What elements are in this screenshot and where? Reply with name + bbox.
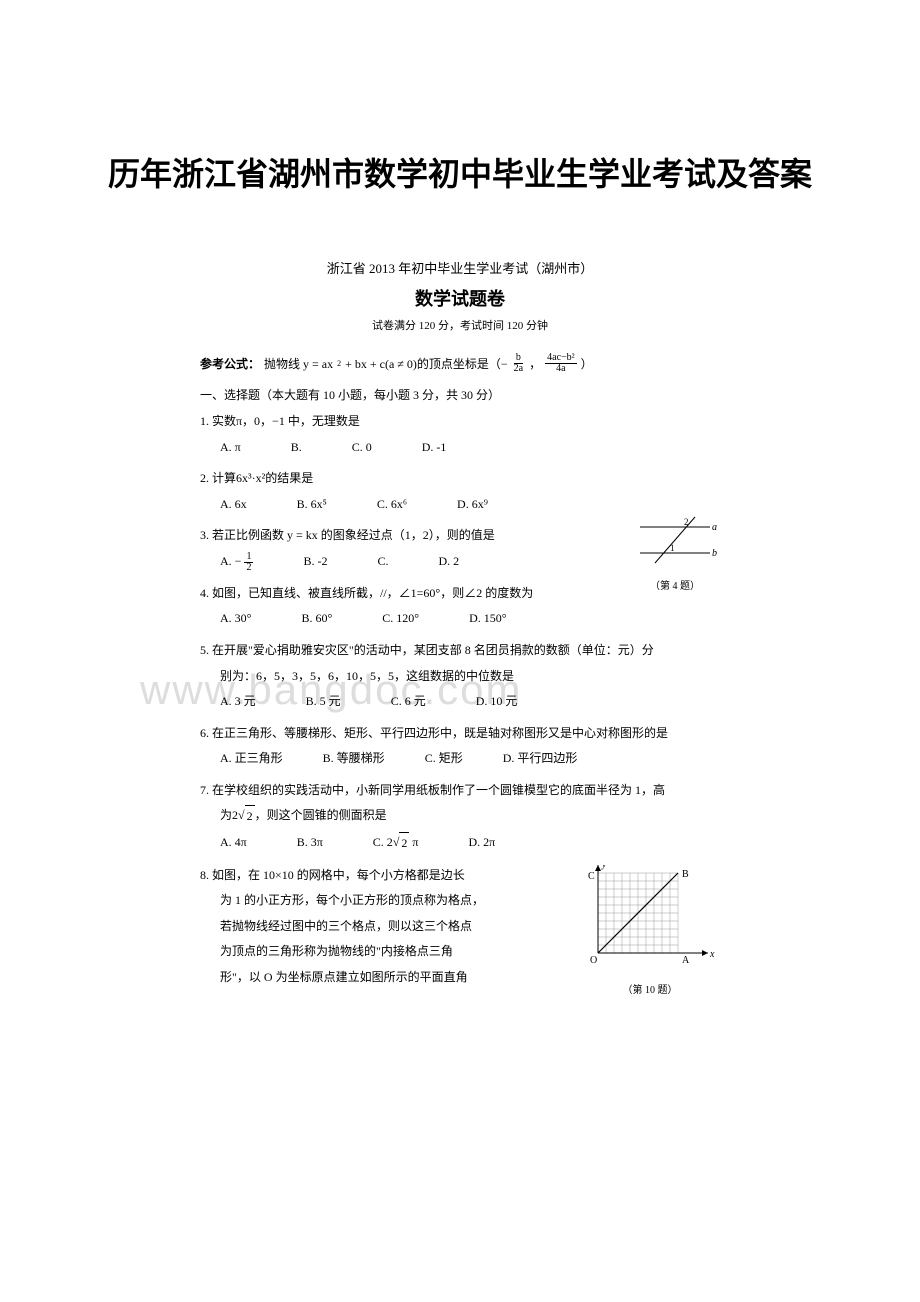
question-line: 为顶点的三角形称为抛物线的"内接格点三角 <box>200 941 570 963</box>
question-text: 1. 实数π，0，−1 中，无理数是 <box>200 411 720 433</box>
formula-text: ） <box>581 355 593 372</box>
svg-text:C: C <box>588 871 595 882</box>
parallel-lines-icon: 2 a 1 b <box>630 515 720 570</box>
sqrt-icon: √2 <box>393 832 410 855</box>
formula-text: + bx + c(a ≠ 0)的顶点坐标是（− <box>345 355 508 372</box>
svg-text:B: B <box>682 869 689 880</box>
sqrt-icon: √2 <box>238 805 255 828</box>
option-b: B. -2 <box>303 551 327 573</box>
option-d: D. 2 <box>438 551 459 573</box>
question-text: 别为：6，5，3，5，6，10，5，5，这组数据的中位数是 <box>200 666 720 688</box>
question-8: 8. 如图，在 10×10 的网格中，每个小方格都是边长 为 1 的小正方形，每… <box>200 865 720 1001</box>
page-title: 历年浙江省湖州市数学初中毕业生学业考试及答案 <box>0 0 920 218</box>
doc-header-subject: 数学试题卷 <box>200 285 720 311</box>
text-part: 为2 <box>220 808 238 822</box>
option-d: D. 2π <box>468 832 495 855</box>
doc-header-province: 浙江省 2013 年初中毕业生学业考试（湖州市） <box>200 258 720 277</box>
question-4: 4. 如图，已知直线、被直线所截，//，∠1=60°，则∠2 的度数为 A. 3… <box>200 583 720 630</box>
option-a: A. 正三角形 <box>220 748 283 770</box>
sqrt-val: 2 <box>245 805 255 828</box>
question-5: www.bangdoc.com 5. 在开展"爱心捐助雅安灾区"的活动中，某团支… <box>200 640 720 713</box>
reference-formula: 参考公式： 抛物线 y = ax2 + bx + c(a ≠ 0)的顶点坐标是（… <box>200 353 720 374</box>
sqrt-val: 2 <box>399 832 409 855</box>
fraction-den: 4a <box>554 364 567 374</box>
doc-header-info: 试卷满分 120 分，考试时间 120 分钟 <box>200 317 720 333</box>
figure-label: （第 10 题） <box>580 982 720 1000</box>
figure-q8: O x y C B A （第 10 题） <box>580 865 720 1001</box>
grid-chart-icon: O x y C B A <box>580 865 720 975</box>
question-6: 6. 在正三角形、等腰梯形、矩形、平行四边形中，既是轴对称图形又是中心对称图形的… <box>200 723 720 770</box>
option-text: C. 2 <box>373 835 393 849</box>
question-7: 7. 在学校组织的实践活动中，小新同学用纸板制作了一个圆锥模型它的底面半径为 1… <box>200 780 720 855</box>
question-text: 6. 在正三角形、等腰梯形、矩形、平行四边形中，既是轴对称图形又是中心对称图形的… <box>200 723 720 745</box>
option-text: A. − <box>220 554 241 568</box>
options-row: A. 3 元 B. 5 元 C. 6 元 D. 10 元 <box>200 691 720 713</box>
question-line: 为 1 的小正方形，每个小正方形的顶点称为格点， <box>200 890 570 912</box>
fraction-den: 2a <box>512 364 525 374</box>
question-text: 4. 如图，已知直线、被直线所截，//，∠1=60°，则∠2 的度数为 <box>200 583 720 605</box>
text-part: ，则这个圆锥的侧面积是 <box>255 808 387 822</box>
option-a: A. − 1 2 <box>220 551 253 573</box>
question-2: 2. 计算6x³·x²的结果是 A. 6x B. 6x⁵ C. 6x⁶ D. 6… <box>200 468 720 515</box>
option-d: D. 10 元 <box>476 691 518 713</box>
option-c: C. 0 <box>352 437 372 459</box>
question-text-block: 8. 如图，在 10×10 的网格中，每个小方格都是边长 为 1 的小正方形，每… <box>200 865 570 1001</box>
option-b: B. 等腰梯形 <box>323 748 385 770</box>
option-d: D. 150° <box>469 608 506 630</box>
option-c: C. 6 元 <box>391 691 426 713</box>
option-a: A. π <box>220 437 241 459</box>
question-3: 3. 若正比例函数 y = kx 的图象经过点（1，2），则的值是 A. − 1… <box>200 525 720 572</box>
svg-text:2: 2 <box>684 517 689 527</box>
option-d: D. 平行四边形 <box>503 748 578 770</box>
question-line: 若抛物线经过图中的三个格点，则以这三个格点 <box>200 916 570 938</box>
fraction: 4ac−b² 4a <box>545 353 577 374</box>
option-b: B. <box>291 437 302 459</box>
option-a: A. 30° <box>220 608 251 630</box>
formula-label: 参考公式： <box>200 355 260 372</box>
formula-text: 抛物线 y = ax <box>264 355 333 372</box>
question-text: 2. 计算6x³·x²的结果是 <box>200 468 720 490</box>
option-b: B. 3π <box>297 832 323 855</box>
option-b: B. 6x⁵ <box>297 494 327 516</box>
option-d: D. 6x⁹ <box>457 494 488 516</box>
options-row: A. 4π B. 3π C. 2√2 π D. 2π <box>200 832 720 855</box>
question-text: 为2√2，则这个圆锥的侧面积是 <box>200 805 720 828</box>
origin-label: O <box>590 955 597 966</box>
options-row: A. 6x B. 6x⁵ C. 6x⁶ D. 6x⁹ <box>200 494 720 516</box>
question-line: 8. 如图，在 10×10 的网格中，每个小方格都是边长 <box>200 865 570 887</box>
option-b: B. 60° <box>301 608 332 630</box>
option-a: A. 6x <box>220 494 247 516</box>
svg-text:a: a <box>712 522 717 533</box>
option-c: C. 120° <box>382 608 419 630</box>
svg-text:A: A <box>682 955 690 966</box>
question-text: 5. 在开展"爱心捐助雅安灾区"的活动中，某团支部 8 名团员捐款的数额（单位：… <box>200 640 720 662</box>
formula-text: ， <box>529 355 541 372</box>
fraction: 1 2 <box>244 552 253 573</box>
option-a: A. 3 元 <box>220 691 256 713</box>
svg-text:y: y <box>601 865 607 870</box>
watermark: www.bangdoc.com <box>140 652 523 728</box>
fraction: b 2a <box>512 353 525 374</box>
question-text: 7. 在学校组织的实践活动中，小新同学用纸板制作了一个圆锥模型它的底面半径为 1… <box>200 780 720 802</box>
svg-text:1: 1 <box>670 543 675 553</box>
svg-text:b: b <box>712 548 717 559</box>
svg-text:x: x <box>709 949 715 960</box>
option-c: C. <box>377 551 388 573</box>
option-a: A. 4π <box>220 832 247 855</box>
document-body: 浙江省 2013 年初中毕业生学业考试（湖州市） 数学试题卷 试卷满分 120 … <box>0 218 920 1070</box>
option-c: C. 6x⁶ <box>377 494 407 516</box>
option-c: C. 2√2 π <box>373 832 419 855</box>
option-b: B. 5 元 <box>306 691 341 713</box>
options-row: A. 正三角形 B. 等腰梯形 C. 矩形 D. 平行四边形 <box>200 748 720 770</box>
option-d: D. -1 <box>422 437 447 459</box>
option-text: π <box>409 835 418 849</box>
options-row: A. 30° B. 60° C. 120° D. 150° <box>200 608 720 630</box>
question-line: 形"，以 O 为坐标原点建立如图所示的平面直角 <box>200 967 570 989</box>
fraction-den: 2 <box>244 563 253 573</box>
question-1: 1. 实数π，0，−1 中，无理数是 A. π B. C. 0 D. -1 <box>200 411 720 458</box>
option-c: C. 矩形 <box>425 748 463 770</box>
options-row: A. π B. C. 0 D. -1 <box>200 437 720 459</box>
section-header: 一、选择题（本大题有 10 小题，每小题 3 分，共 30 分） <box>200 386 720 403</box>
